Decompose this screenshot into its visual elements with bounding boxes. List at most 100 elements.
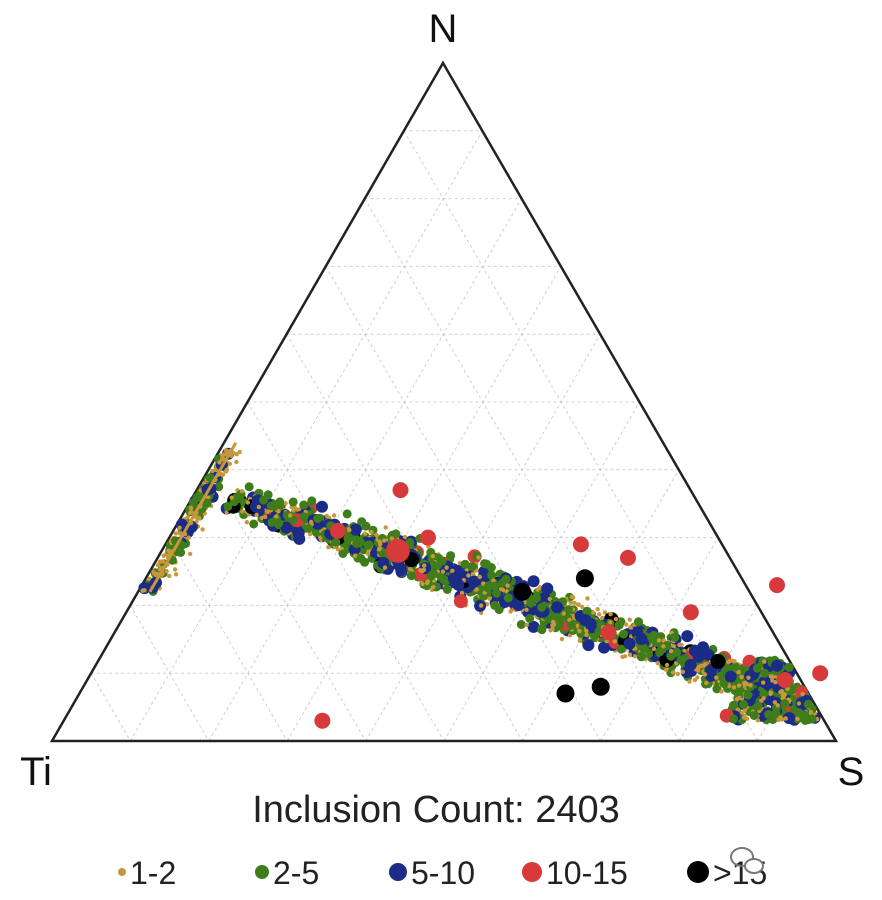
point-10-15 bbox=[329, 522, 346, 539]
inclusion-point bbox=[450, 568, 455, 573]
legend-item: 1-2 bbox=[118, 855, 176, 891]
inclusion-point bbox=[516, 620, 526, 629]
inclusion-point bbox=[307, 496, 317, 506]
inclusion-point bbox=[383, 525, 388, 530]
inclusion-point bbox=[538, 592, 551, 605]
inclusion-point bbox=[655, 661, 660, 666]
inclusion-point bbox=[460, 559, 470, 569]
inclusion-point bbox=[313, 514, 323, 523]
inclusion-point bbox=[771, 709, 781, 719]
point-10-15 bbox=[682, 604, 699, 621]
inclusion-point bbox=[444, 565, 449, 570]
inclusion-point bbox=[378, 549, 388, 559]
inclusion-point bbox=[467, 562, 477, 572]
inclusion-point bbox=[256, 504, 261, 510]
inclusion-point bbox=[655, 647, 665, 657]
inclusion-point bbox=[299, 500, 309, 510]
inclusion-point bbox=[732, 659, 737, 664]
inclusion-point bbox=[771, 659, 783, 672]
legend-label: 10-15 bbox=[546, 855, 628, 891]
inclusion-point bbox=[453, 594, 468, 609]
legend: 1-2 2-5 5-10 10-15 >15 bbox=[118, 855, 767, 891]
inclusion-point bbox=[482, 559, 491, 569]
inclusion-point bbox=[274, 514, 279, 519]
inclusion-point bbox=[670, 670, 676, 675]
inclusion-point bbox=[668, 648, 674, 654]
inclusion-point bbox=[274, 518, 284, 528]
inclusion-point bbox=[477, 574, 482, 580]
inclusion-point bbox=[550, 627, 555, 632]
inclusion-point bbox=[389, 536, 394, 541]
grid-line bbox=[168, 537, 288, 742]
inclusion-point bbox=[326, 545, 331, 550]
inclusion-point bbox=[234, 452, 239, 457]
ternary-grid bbox=[90, 130, 798, 742]
inclusion-point bbox=[772, 700, 778, 705]
inclusion-point bbox=[347, 527, 352, 533]
inclusion-point bbox=[675, 671, 680, 677]
inclusion-point bbox=[787, 685, 797, 695]
inclusion-point bbox=[164, 569, 169, 574]
legend-swatch bbox=[118, 868, 126, 876]
inclusion-point bbox=[508, 609, 513, 614]
inclusion-point bbox=[147, 576, 152, 581]
inclusion-point bbox=[619, 629, 629, 639]
inclusion-point bbox=[481, 581, 486, 586]
grid-line bbox=[247, 401, 445, 742]
inclusion-point bbox=[219, 457, 225, 462]
inclusion-point bbox=[239, 489, 245, 494]
inclusion-point bbox=[719, 679, 729, 689]
vertex-label-s: S bbox=[838, 750, 865, 794]
inclusion-point bbox=[224, 467, 229, 472]
inclusion-point bbox=[769, 678, 775, 683]
inclusion-point bbox=[177, 525, 182, 530]
inclusion-point bbox=[244, 482, 254, 492]
inclusion-point bbox=[656, 638, 662, 643]
inclusion-point bbox=[569, 594, 575, 600]
grid-line bbox=[90, 672, 131, 742]
inclusion-point bbox=[728, 700, 738, 710]
inclusion-point bbox=[299, 512, 309, 522]
inclusion-count-label: Inclusion Count: 2403 bbox=[252, 789, 620, 831]
inclusion-point bbox=[677, 642, 682, 648]
inclusion-point bbox=[577, 638, 582, 643]
inclusion-point bbox=[608, 620, 613, 625]
inclusion-point bbox=[761, 696, 766, 701]
inclusion-point bbox=[687, 679, 692, 684]
inclusion-point bbox=[254, 512, 259, 517]
inclusion-point bbox=[577, 628, 582, 634]
inclusion-point bbox=[173, 531, 178, 536]
inclusion-point bbox=[362, 531, 368, 536]
point-gt15 bbox=[556, 684, 575, 703]
inclusion-point bbox=[382, 565, 388, 570]
inclusion-point bbox=[432, 582, 441, 592]
vertex-label-ti: Ti bbox=[20, 750, 52, 794]
inclusion-point bbox=[363, 540, 373, 550]
inclusion-point bbox=[249, 519, 259, 529]
inclusion-point bbox=[266, 501, 276, 511]
inclusion-point bbox=[479, 603, 484, 608]
inclusion-point bbox=[280, 521, 293, 534]
inclusion-point bbox=[614, 620, 624, 630]
inclusion-point bbox=[779, 688, 785, 694]
inclusion-point bbox=[259, 515, 265, 521]
inclusion-point bbox=[585, 596, 590, 601]
inclusion-point bbox=[735, 697, 740, 702]
inclusion-point bbox=[568, 600, 573, 606]
inclusion-point bbox=[559, 636, 565, 642]
inclusion-point bbox=[784, 662, 794, 672]
inclusion-point bbox=[730, 662, 740, 672]
inclusion-point bbox=[761, 680, 766, 685]
inclusion-point bbox=[584, 618, 597, 631]
legend-label: 1-2 bbox=[130, 855, 176, 891]
legend-label: 5-10 bbox=[411, 855, 475, 891]
vertex-label-n: N bbox=[429, 7, 458, 51]
inclusion-point bbox=[796, 701, 802, 706]
grid-line bbox=[325, 266, 602, 742]
point-10-15 bbox=[769, 577, 785, 594]
ternary-outline bbox=[49, 60, 839, 743]
inclusion-point bbox=[739, 674, 744, 680]
inclusion-point bbox=[753, 701, 763, 711]
inclusion-point bbox=[512, 599, 525, 611]
inclusion-point bbox=[584, 628, 589, 634]
